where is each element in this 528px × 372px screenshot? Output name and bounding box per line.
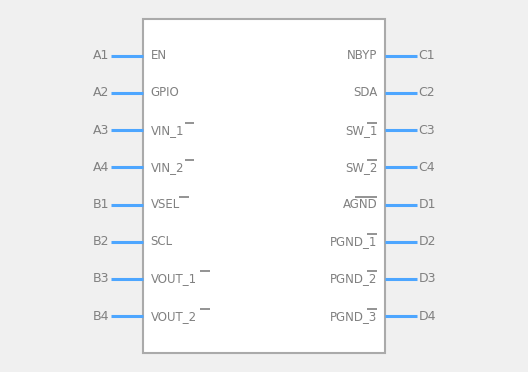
Text: D3: D3: [418, 273, 436, 285]
Text: VSEL: VSEL: [150, 198, 180, 211]
Text: VIN_1: VIN_1: [150, 124, 184, 137]
Text: VOUT_1: VOUT_1: [150, 273, 196, 285]
Text: B2: B2: [93, 235, 110, 248]
Text: B3: B3: [93, 273, 110, 285]
Text: PGND_1: PGND_1: [330, 235, 378, 248]
Text: NBYP: NBYP: [347, 49, 378, 62]
Text: B4: B4: [93, 310, 110, 323]
Text: VIN_2: VIN_2: [150, 161, 184, 174]
Text: SDA: SDA: [353, 87, 378, 99]
Text: D1: D1: [418, 198, 436, 211]
Text: SCL: SCL: [150, 235, 173, 248]
Text: EN: EN: [150, 49, 167, 62]
Text: D2: D2: [418, 235, 436, 248]
Text: C1: C1: [418, 49, 435, 62]
Text: GPIO: GPIO: [150, 87, 180, 99]
Text: VOUT_2: VOUT_2: [150, 310, 196, 323]
Text: PGND_2: PGND_2: [330, 273, 378, 285]
Text: SW_1: SW_1: [345, 124, 378, 137]
Text: AGND: AGND: [343, 198, 378, 211]
Text: C3: C3: [418, 124, 435, 137]
Text: A2: A2: [93, 87, 110, 99]
Text: PGND_3: PGND_3: [330, 310, 378, 323]
Text: A1: A1: [93, 49, 110, 62]
Text: A3: A3: [93, 124, 110, 137]
Text: SW_2: SW_2: [345, 161, 378, 174]
Text: B1: B1: [93, 198, 110, 211]
Text: D4: D4: [418, 310, 436, 323]
Text: C4: C4: [418, 161, 435, 174]
Text: A4: A4: [93, 161, 110, 174]
Bar: [143, 19, 385, 353]
Text: C2: C2: [418, 87, 435, 99]
